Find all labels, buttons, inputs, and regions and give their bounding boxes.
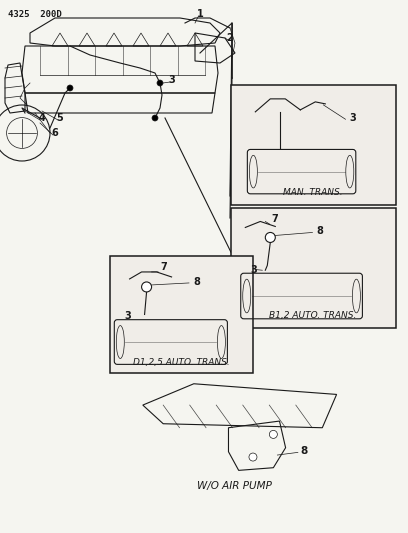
Bar <box>231 208 396 328</box>
Text: 7: 7 <box>272 214 279 224</box>
Text: 5: 5 <box>57 113 63 123</box>
Text: 3: 3 <box>124 311 131 321</box>
Text: B1,2 AUTO. TRANS.: B1,2 AUTO. TRANS. <box>269 311 357 320</box>
Text: 1: 1 <box>197 9 203 19</box>
Text: 8: 8 <box>317 227 323 237</box>
Circle shape <box>152 115 158 121</box>
Text: 4325  200D: 4325 200D <box>8 10 62 19</box>
Text: MAN. TRANS.: MAN. TRANS. <box>283 188 343 197</box>
Text: 2: 2 <box>226 33 233 43</box>
Bar <box>231 85 396 205</box>
Circle shape <box>269 430 277 439</box>
Text: 8: 8 <box>193 277 200 287</box>
Text: 6: 6 <box>52 128 58 138</box>
Text: D1,2,5 AUTO. TRANS.: D1,2,5 AUTO. TRANS. <box>133 358 230 367</box>
Circle shape <box>157 80 163 86</box>
Circle shape <box>67 85 73 91</box>
Bar <box>110 256 253 373</box>
Text: W/O AIR PUMP: W/O AIR PUMP <box>197 481 272 491</box>
Text: 4: 4 <box>39 113 45 123</box>
Circle shape <box>142 282 152 292</box>
Text: 8: 8 <box>300 446 307 456</box>
Text: 3: 3 <box>169 75 175 85</box>
Text: 7: 7 <box>160 262 167 272</box>
Circle shape <box>249 453 257 461</box>
Circle shape <box>265 232 275 243</box>
Text: 3: 3 <box>350 113 356 123</box>
Text: 3: 3 <box>251 264 257 274</box>
